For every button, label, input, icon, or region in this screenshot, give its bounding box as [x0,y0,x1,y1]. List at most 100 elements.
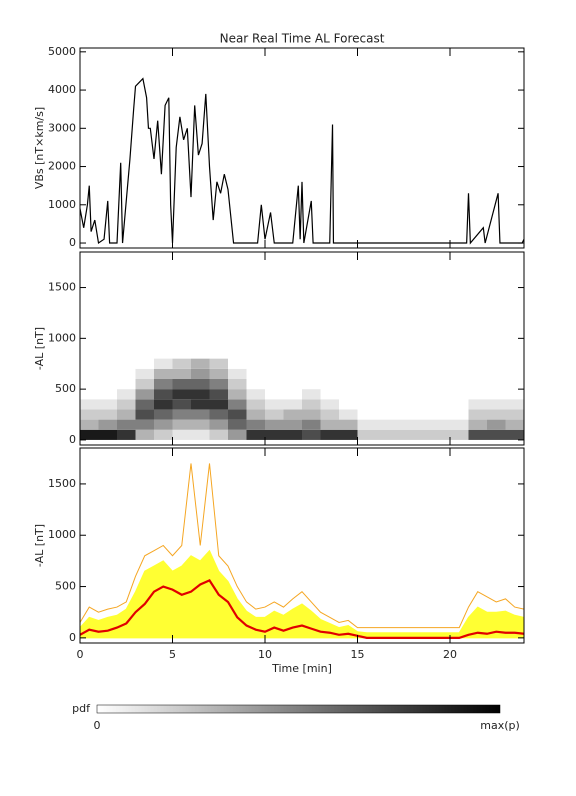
pdf-cell [172,419,191,430]
y-tick-label: 0 [69,236,76,249]
pdf-cell [505,429,524,440]
pdf-cell [265,368,284,379]
pdf-cell [191,368,210,379]
pdf-cell [209,399,228,410]
pdf-cell [505,368,524,379]
pdf-cell [117,409,136,420]
pdf-cell [135,358,154,369]
pdf-cell [265,429,284,440]
pdf-cell [413,419,432,430]
pdf-cell [357,368,376,379]
pdf-cell [357,389,376,400]
pdf-cell [320,399,339,410]
pdf-cell [265,358,284,369]
pdf-cell [228,399,247,410]
pdf-cell [172,368,191,379]
pdf-cell [228,368,247,379]
pdf-cell [357,419,376,430]
pdf-cell [283,429,302,440]
y-tick-label: 500 [55,382,76,395]
pdf-cell [468,429,487,440]
pdf-cell [265,389,284,400]
pdf-cell [228,419,247,430]
pdf-cell [450,409,469,420]
pdf-cell [487,399,506,410]
pdf-cell [172,358,191,369]
vbs-line [79,77,525,245]
y-tick-label: 1000 [48,528,76,541]
pdf-cell [505,378,524,390]
pdf-cell [154,358,173,369]
x-tick-label: 15 [351,648,365,661]
pdf-cell [339,389,358,400]
band-area [79,549,525,639]
pdf-cell [283,409,302,420]
pdf-cell [209,429,228,440]
plot-frame [79,447,525,644]
pdf-cell [394,378,413,390]
pdf-cell [357,378,376,390]
pdf-cell [98,399,117,410]
pdf-cell [376,358,395,369]
pdf-cell [357,429,376,440]
pdf-cell [413,389,432,400]
pdf-cell [228,409,247,420]
pdf-cell [265,409,284,420]
y-tick-label: 1500 [48,477,76,490]
y-axis-label: -AL [nT] [33,327,46,370]
pdf-cell [98,368,117,379]
pdf-cell [487,429,506,440]
pdf-cell [135,389,154,400]
pdf-cell [468,358,487,369]
pdf-cell [339,409,358,420]
pdf-cell [413,399,432,410]
pdf-cell [468,399,487,410]
pdf-cell [135,399,154,410]
pdf-cell [450,358,469,369]
pdf-cell [246,419,265,430]
pdf-cell [320,409,339,420]
pdf-cell [487,368,506,379]
pdf-cell [283,389,302,400]
plot-frame [79,251,525,446]
pdf-cell [505,399,524,410]
y-tick-label: 1000 [48,331,76,344]
pdf-cell [98,409,117,420]
pdf-cell [228,389,247,400]
pdf-cell [376,368,395,379]
pdf-cell [228,429,247,440]
pdf-cell [209,419,228,430]
pdf-cell [209,368,228,379]
pdf-cell [394,368,413,379]
pdf-cell [191,378,210,390]
pdf-cell [80,409,99,420]
pdf-cell [394,419,413,430]
colorbar-min: 0 [94,719,101,732]
pdf-cell [191,429,210,440]
pdf-cell [135,409,154,420]
y-tick-label: 2000 [48,160,76,173]
pdf-cell [302,419,321,430]
pdf-cell [172,429,191,440]
pdf-cell [228,358,247,369]
pdf-cell [431,429,450,440]
x-tick-label: 5 [169,648,176,661]
pdf-cell [487,409,506,420]
pdf-cell [413,368,432,379]
pdf-cell [339,429,358,440]
pdf-cell [302,368,321,379]
pdf-cell [191,399,210,410]
pdf-cell [320,419,339,430]
pdf-cell [283,358,302,369]
pdf-cell [246,399,265,410]
x-tick-label: 0 [77,648,84,661]
pdf-cell [376,389,395,400]
pdf-cell [413,409,432,420]
pdf-cell [431,368,450,379]
colorbar-label: pdf [72,702,91,715]
pdf-cell [413,358,432,369]
pdf-cell [209,389,228,400]
pdf-cell [376,378,395,390]
pdf-cell [450,368,469,379]
